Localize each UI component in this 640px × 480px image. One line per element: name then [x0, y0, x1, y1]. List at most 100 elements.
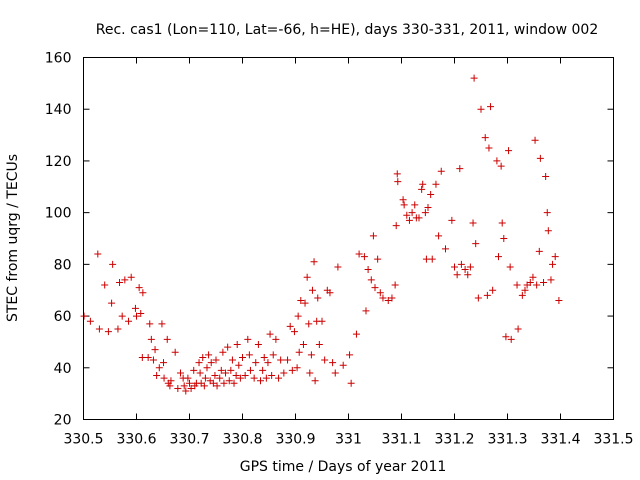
data-point: [186, 379, 193, 387]
data-point: [334, 263, 342, 271]
data-point: [506, 263, 514, 271]
data-point: [369, 232, 377, 240]
data-point: [139, 289, 147, 297]
data-point: [199, 353, 207, 361]
data-point: [94, 250, 102, 258]
data-point: [505, 147, 513, 155]
data-point: [236, 374, 244, 382]
data-point: [399, 196, 407, 204]
data-point: [280, 369, 288, 377]
data-point: [521, 286, 529, 294]
data-point: [284, 356, 292, 364]
data-point: [461, 266, 469, 274]
plot-frame: [83, 57, 614, 420]
chart-title: Rec. cas1 (Lon=110, Lat=-66, h=HE), days…: [96, 22, 598, 38]
data-point: [125, 317, 133, 325]
data-point: [472, 240, 480, 248]
data-point: [254, 341, 262, 349]
data-point: [149, 356, 157, 364]
data-point: [293, 364, 301, 372]
data-point: [415, 214, 423, 222]
data-point: [228, 356, 236, 364]
data-point: [121, 276, 129, 284]
data-point: [108, 299, 116, 307]
x-axis-label: GPS time / Days of year 2011: [240, 459, 447, 475]
data-point: [371, 284, 379, 292]
data-point: [137, 309, 145, 317]
x-tick-label: 330.8: [222, 432, 262, 448]
data-point: [127, 273, 135, 281]
data-point: [133, 312, 140, 320]
axis-ticks: [83, 57, 614, 420]
data-point: [109, 260, 117, 268]
data-point: [314, 294, 322, 302]
data-point: [155, 364, 163, 372]
data-point: [195, 359, 203, 367]
data-point: [427, 191, 435, 199]
data-point: [403, 211, 411, 219]
x-tick-label: 330.5: [63, 432, 103, 448]
data-point: [95, 325, 103, 333]
data-point: [498, 219, 506, 227]
data-point: [190, 366, 198, 374]
data-point: [428, 255, 436, 263]
data-point: [470, 74, 478, 82]
data-point: [297, 297, 305, 305]
data-point: [513, 281, 521, 289]
data-point: [212, 356, 220, 364]
data-point: [367, 276, 375, 284]
data-point: [308, 286, 316, 294]
data-point: [116, 278, 124, 286]
data-point: [184, 374, 192, 382]
data-point: [518, 291, 526, 299]
data-point: [167, 377, 175, 385]
y-tick-label: 140: [45, 102, 72, 118]
data-point: [160, 374, 168, 382]
data-point: [364, 266, 372, 274]
data-point: [477, 105, 485, 113]
data-point: [544, 227, 552, 235]
data-point: [374, 255, 382, 263]
data-point: [217, 366, 225, 374]
data-point: [391, 281, 399, 289]
data-point: [419, 180, 427, 188]
data-point: [277, 356, 285, 364]
data-point: [500, 235, 508, 242]
data-point: [269, 351, 277, 359]
data-point: [257, 377, 265, 385]
data-point: [266, 330, 274, 338]
x-tick-label: 330.6: [116, 432, 156, 448]
data-point: [418, 185, 426, 193]
data-point: [394, 178, 402, 186]
data-point: [483, 291, 491, 299]
data-point: [318, 317, 326, 325]
data-point: [264, 359, 272, 367]
data-point: [245, 351, 253, 359]
data-point: [176, 369, 184, 377]
data-point: [146, 320, 154, 328]
data-point: [421, 209, 429, 217]
data-point: [489, 286, 497, 294]
y-tick-label: 100: [45, 206, 72, 222]
data-point: [536, 154, 544, 162]
data-point: [388, 294, 396, 302]
data-point: [268, 372, 276, 380]
data-point: [86, 317, 94, 325]
data-point: [235, 361, 243, 369]
data-point: [555, 297, 563, 305]
data-point: [182, 387, 190, 395]
data-point: [310, 258, 318, 266]
data-point: [220, 379, 228, 387]
data-point: [326, 289, 334, 297]
data-point: [502, 333, 510, 341]
data-point: [101, 281, 109, 289]
data-point: [329, 359, 337, 367]
data-point: [225, 377, 233, 385]
data-point: [294, 312, 302, 320]
data-point: [384, 297, 392, 305]
data-point: [543, 209, 551, 217]
data-point: [393, 170, 401, 178]
y-tick-label: 80: [54, 257, 72, 273]
data-point: [466, 263, 474, 271]
